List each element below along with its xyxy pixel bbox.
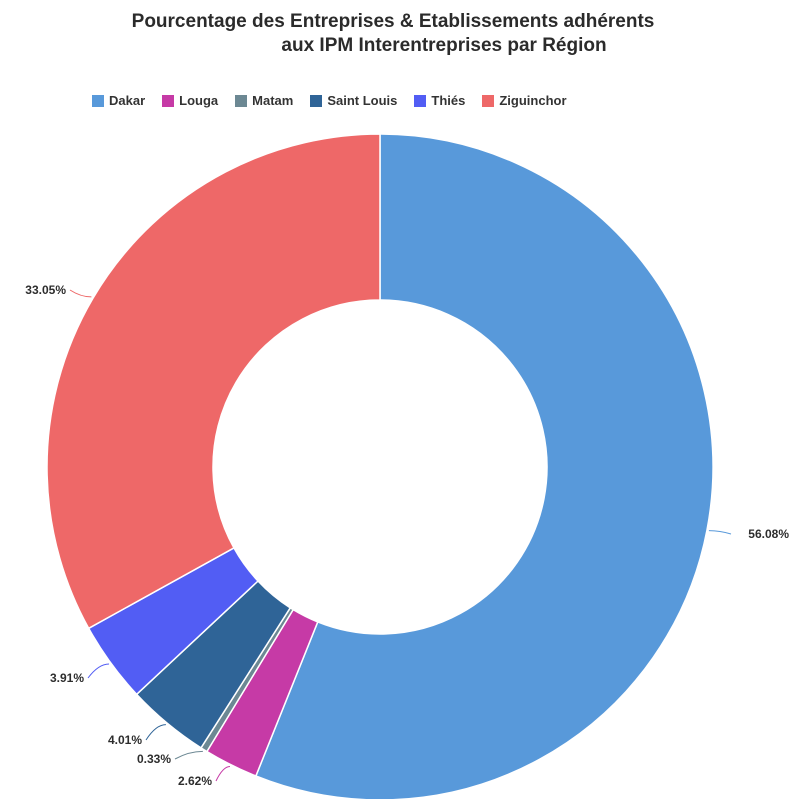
legend-swatch-saint-louis — [310, 94, 323, 107]
leader-line-matam — [174, 750, 203, 760]
legend-label-ziguinchor: Ziguinchor — [499, 93, 567, 108]
legend-swatch-thies — [414, 94, 427, 107]
data-label-ziguinchor: 33.05% — [25, 283, 66, 297]
data-label-louga: 2.62% — [178, 774, 212, 788]
legend-item-ziguinchor[interactable]: Ziguinchor — [482, 93, 567, 108]
leader-line-dakar — [708, 530, 732, 535]
leader-line-ziguinchor — [69, 289, 92, 298]
data-label-thies: 3.91% — [50, 671, 84, 685]
chart-title-line-1: Pourcentage des Entreprises & Etablissem… — [131, 11, 655, 32]
legend-label-saint-louis: Saint Louis — [327, 93, 398, 108]
data-label-dakar: 56.08% — [748, 527, 789, 541]
slice-ziguinchor[interactable] — [46, 133, 381, 630]
legend-label-dakar: Dakar — [109, 93, 146, 108]
legend-item-dakar[interactable]: Dakar — [92, 93, 145, 108]
legend-swatch-matam — [235, 94, 248, 107]
chart-title-line-2: aux IPM Interentreprises par Région — [281, 35, 607, 56]
legend-label-louga: Louga — [179, 93, 219, 108]
leader-line-saint-louis — [145, 724, 166, 741]
data-label-saint-louis: 4.01% — [108, 733, 142, 747]
legend-label-thies: Thiés — [431, 93, 466, 108]
chart-title: Pourcentage des Entreprises & Etablissem… — [0, 10, 792, 58]
chart-legend: Dakar Louga Matam Saint Louis Thiés Zigu… — [92, 93, 584, 108]
slice-dakar[interactable] — [254, 133, 714, 799]
legend-item-matam[interactable]: Matam — [235, 93, 293, 108]
legend-item-louga[interactable]: Louga — [162, 93, 218, 108]
leader-line-thies — [87, 663, 110, 679]
legend-label-matam: Matam — [252, 93, 294, 108]
leader-line-louga — [215, 766, 231, 782]
legend-swatch-dakar — [92, 94, 104, 107]
legend-item-saint-louis[interactable]: Saint Louis — [310, 93, 397, 108]
legend-item-thies[interactable]: Thiés — [414, 93, 465, 108]
legend-swatch-ziguinchor — [482, 94, 495, 107]
data-label-matam: 0.33% — [137, 752, 171, 766]
legend-swatch-louga — [162, 94, 175, 107]
